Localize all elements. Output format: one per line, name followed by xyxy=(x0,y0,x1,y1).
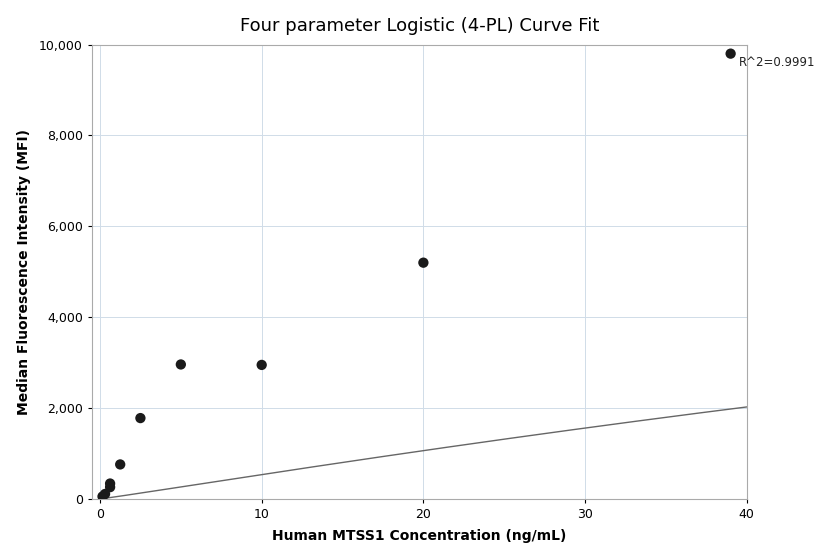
Point xyxy=(417,258,430,267)
Title: Four parameter Logistic (4-PL) Curve Fit: Four parameter Logistic (4-PL) Curve Fit xyxy=(240,17,599,35)
Point xyxy=(134,414,147,423)
Point xyxy=(103,479,116,488)
X-axis label: Human MTSS1 Concentration (ng/mL): Human MTSS1 Concentration (ng/mL) xyxy=(272,529,567,543)
Y-axis label: Median Fluorescence Intensity (MFI): Median Fluorescence Intensity (MFI) xyxy=(17,129,31,415)
Point xyxy=(98,489,111,498)
Point xyxy=(96,492,109,501)
Point xyxy=(255,361,269,370)
Point xyxy=(174,360,187,369)
Point xyxy=(724,49,737,58)
Text: R^2=0.9991: R^2=0.9991 xyxy=(739,56,815,69)
Point xyxy=(113,460,126,469)
Point xyxy=(103,483,116,492)
